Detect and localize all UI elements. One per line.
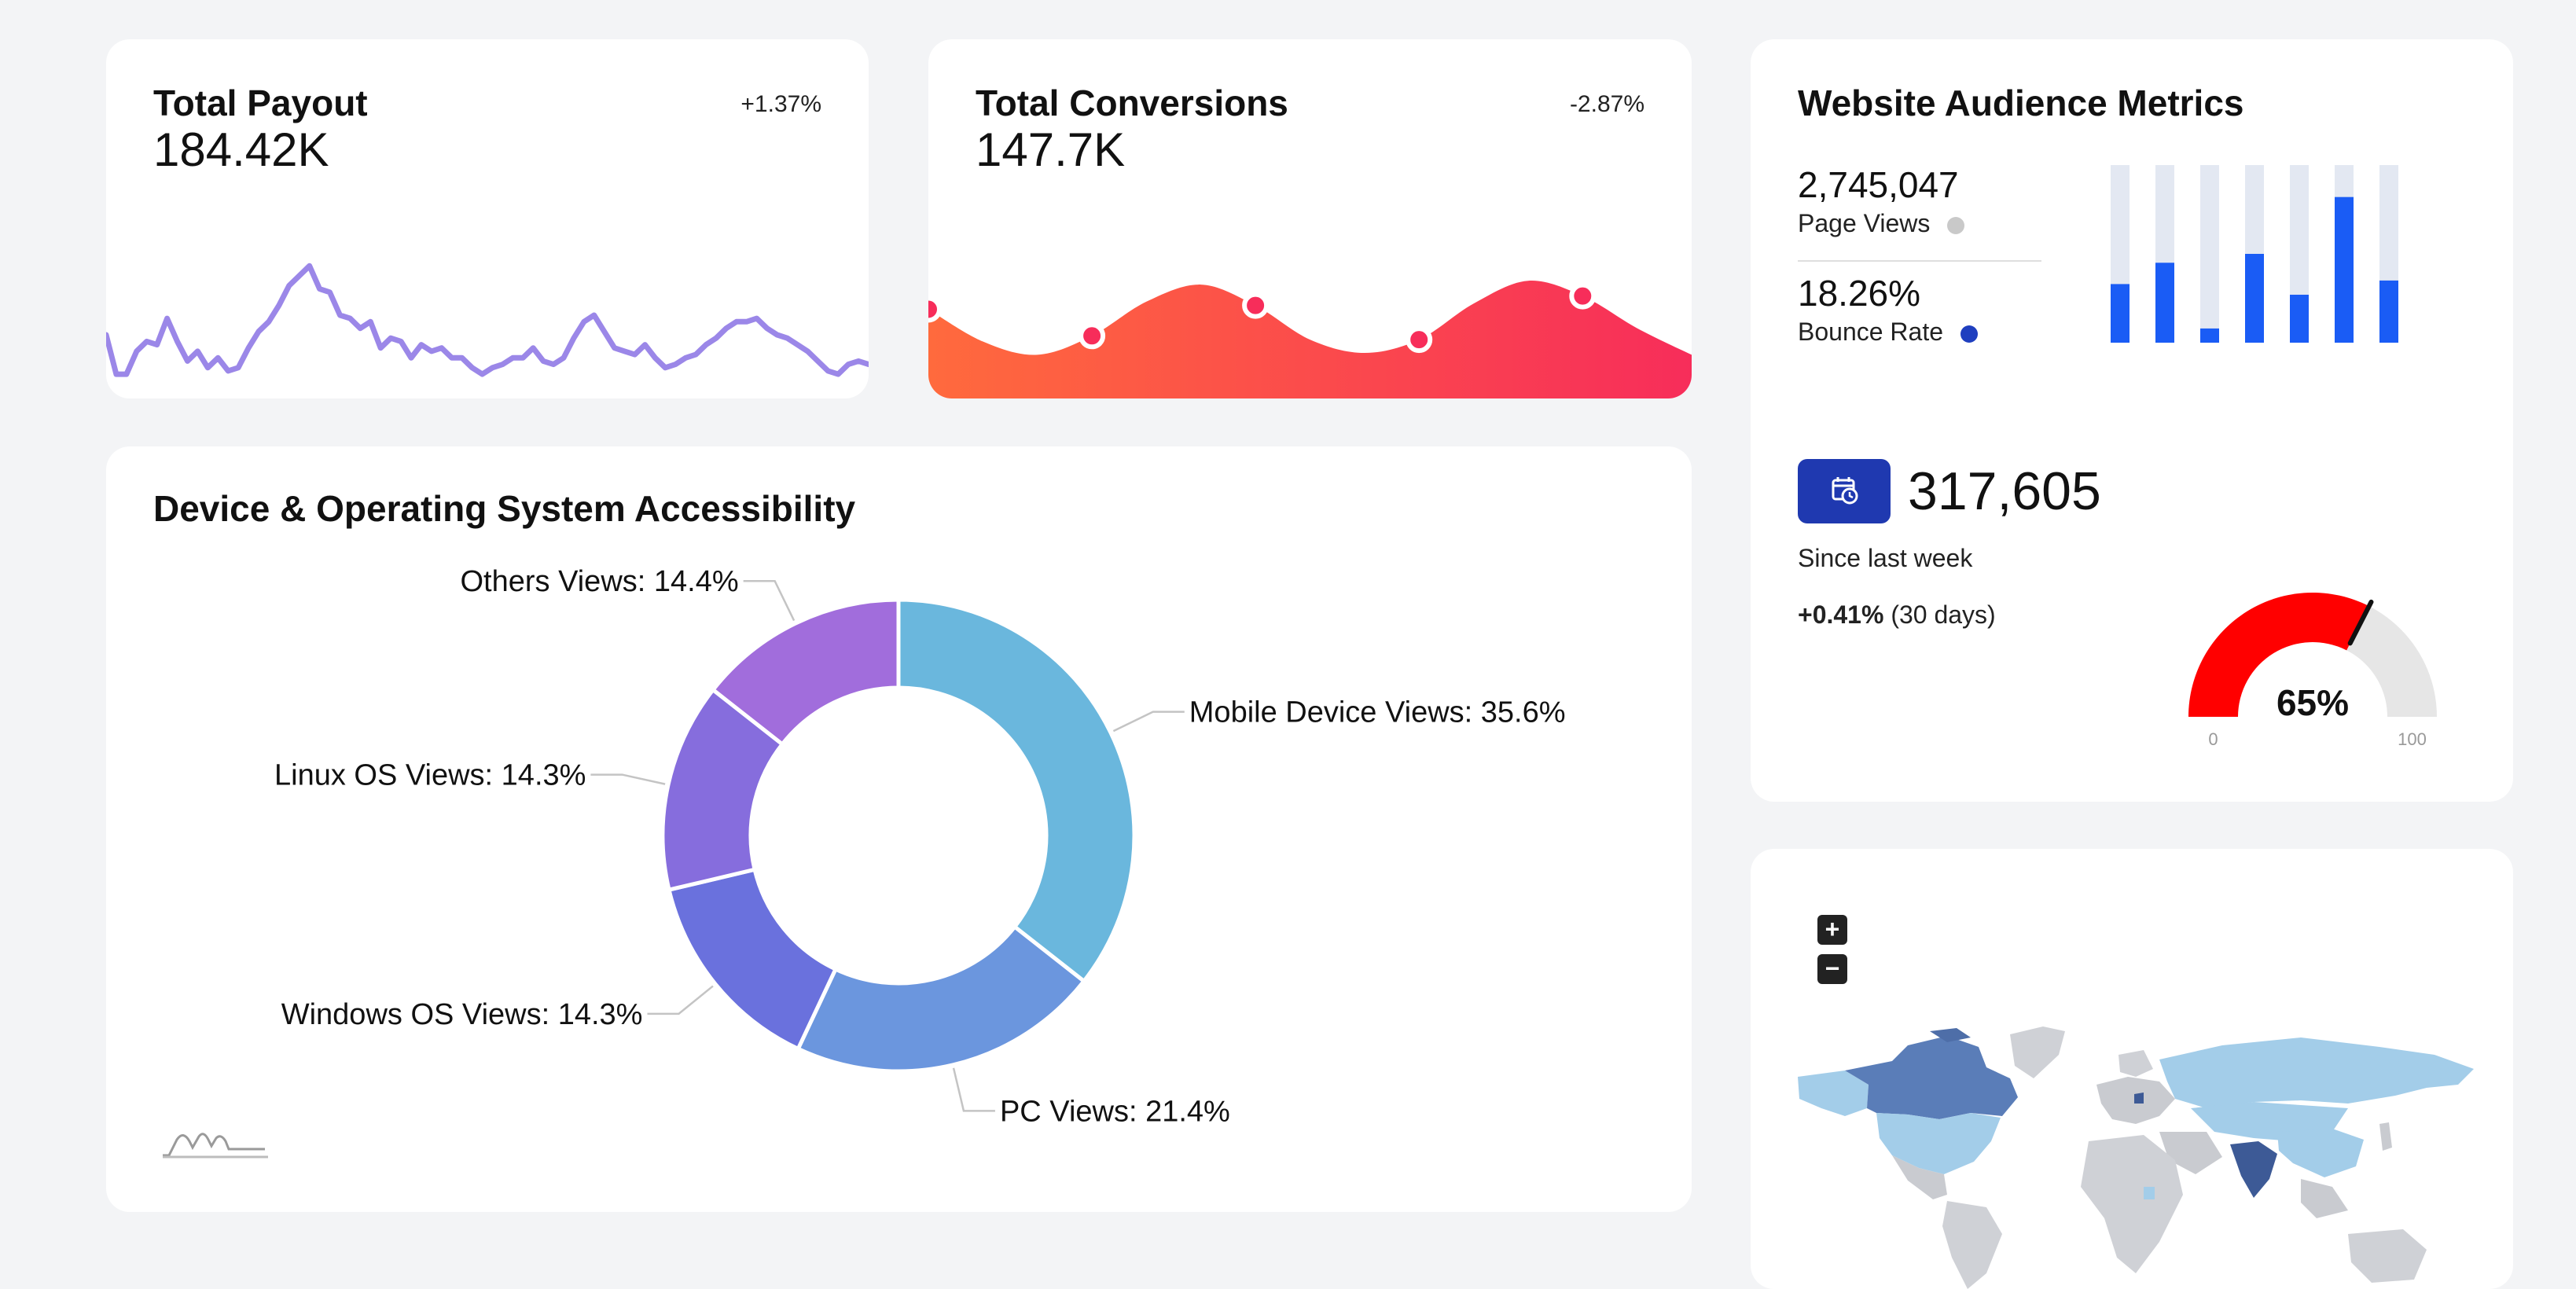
device-title: Device & Operating System Accessibility bbox=[153, 488, 856, 529]
change-row: +0.41% (30 days) bbox=[1798, 600, 1996, 630]
page-views-dot bbox=[1947, 216, 1965, 234]
change-period: (30 days) bbox=[1883, 600, 1996, 629]
donut-slice[interactable] bbox=[667, 867, 839, 1052]
bounce-rate-label: Bounce Rate bbox=[1798, 318, 1944, 346]
conversions-point-marker[interactable] bbox=[1406, 326, 1433, 354]
donut-slice[interactable] bbox=[896, 597, 1137, 984]
map-region-japan bbox=[2379, 1122, 2392, 1151]
world-map[interactable] bbox=[1751, 849, 2513, 1289]
conversions-area-chart bbox=[928, 281, 1692, 398]
payout-title: Total Payout bbox=[153, 83, 368, 123]
donut-leader-line bbox=[590, 773, 666, 785]
payout-value: 184.42K bbox=[153, 123, 329, 176]
zoom-in-button[interactable]: + bbox=[1817, 915, 1847, 945]
conversions-point-marker[interactable] bbox=[928, 296, 942, 323]
payout-line-series bbox=[106, 263, 869, 377]
donut-leader-line bbox=[952, 1067, 995, 1112]
map-region-central-america bbox=[1892, 1155, 1947, 1199]
calendar-clock-icon bbox=[1832, 477, 1858, 505]
donut-label: Others Views: 14.4% bbox=[460, 565, 738, 598]
donut-label: Linux OS Views: 14.3% bbox=[274, 759, 586, 792]
page-views-label-row: Page Views bbox=[1798, 209, 1965, 238]
donut-leader-line bbox=[1112, 711, 1185, 733]
conversions-point-marker[interactable] bbox=[1569, 282, 1597, 310]
donut-label: Windows OS Views: 14.3% bbox=[281, 998, 643, 1031]
bar-value[interactable] bbox=[2200, 328, 2219, 343]
donut-leader-line bbox=[743, 579, 796, 622]
audience-metrics-card: Website Audience Metrics 2,745,047 Page … bbox=[1751, 39, 2513, 802]
page-views-label: Page Views bbox=[1798, 209, 1931, 237]
gauge-chart: 65% 0 100 bbox=[2188, 593, 2437, 749]
total-conversions-card: Total Conversions 147.7K -2.87% bbox=[928, 39, 1692, 398]
bar-value[interactable] bbox=[2335, 196, 2354, 343]
map-region-southeast-asia bbox=[2301, 1179, 2348, 1218]
map-region-australia bbox=[2348, 1229, 2427, 1283]
since-last-week: Since last week bbox=[1798, 544, 1973, 572]
bar-value[interactable] bbox=[2111, 284, 2130, 343]
donut-label: Mobile Device Views: 35.6% bbox=[1189, 696, 1566, 729]
bar-value[interactable] bbox=[2379, 280, 2398, 343]
conversions-delta: -2.87% bbox=[1569, 91, 1644, 117]
weekly-total: 317,605 bbox=[1908, 461, 2101, 521]
audience-title: Website Audience Metrics bbox=[1798, 83, 2244, 123]
payout-sparkline bbox=[106, 263, 869, 377]
conversions-area-series bbox=[928, 281, 1692, 398]
zoom-out-button[interactable]: − bbox=[1817, 954, 1847, 984]
conversions-title: Total Conversions bbox=[976, 83, 1288, 123]
gauge-value: 65% bbox=[2277, 682, 2349, 723]
change-percent: +0.41% bbox=[1798, 600, 1884, 629]
donut-slice[interactable] bbox=[795, 924, 1087, 1074]
bar-value[interactable] bbox=[2155, 263, 2174, 343]
map-region-africa-east bbox=[2144, 1187, 2155, 1199]
bar-value[interactable] bbox=[2245, 254, 2264, 343]
map-region-arctic-islands bbox=[1930, 1028, 1971, 1042]
gauge-min: 0 bbox=[2208, 729, 2218, 749]
bounce-rate-value: 18.26% bbox=[1798, 273, 1921, 314]
world-map-card: + − bbox=[1751, 849, 2513, 1289]
map-region-poland bbox=[2134, 1093, 2144, 1104]
metrics-divider bbox=[1798, 260, 2041, 262]
map-region-canada bbox=[1845, 1036, 2018, 1119]
map-region-africa bbox=[2081, 1135, 2183, 1273]
conversions-point-marker[interactable] bbox=[1242, 292, 1270, 319]
device-os-card: Device & Operating System Accessibility … bbox=[106, 446, 1692, 1212]
bounce-rate-label-row: Bounce Rate bbox=[1798, 318, 1979, 347]
page-views-value: 2,745,047 bbox=[1798, 164, 1959, 205]
gauge-max: 100 bbox=[2398, 729, 2427, 749]
bar-value[interactable] bbox=[2290, 294, 2309, 343]
donut-slice[interactable] bbox=[710, 597, 901, 747]
map-region-russia bbox=[2159, 1037, 2474, 1108]
map-region-scandinavia bbox=[2118, 1050, 2153, 1077]
map-region-india bbox=[2230, 1141, 2277, 1198]
audience-bar-chart bbox=[2111, 165, 2398, 343]
total-payout-card: Total Payout 184.42K +1.37% bbox=[106, 39, 869, 398]
map-region-usa bbox=[1876, 1113, 2001, 1174]
calendar-button[interactable] bbox=[1798, 459, 1891, 523]
bar-track bbox=[2200, 165, 2219, 343]
map-region-china bbox=[2277, 1129, 2364, 1177]
map-region-greenland bbox=[2010, 1026, 2065, 1078]
bounce-rate-dot bbox=[1960, 325, 1979, 343]
map-region-south-america bbox=[1942, 1201, 2002, 1289]
donut-leader-line bbox=[647, 985, 714, 1015]
conversions-value: 147.7K bbox=[976, 123, 1126, 176]
map-region-alaska bbox=[1798, 1070, 1869, 1116]
payout-delta: +1.37% bbox=[740, 91, 821, 117]
donut-label: PC Views: 21.4% bbox=[1000, 1095, 1230, 1128]
conversions-point-marker[interactable] bbox=[1079, 322, 1106, 350]
logo-icon bbox=[163, 1133, 268, 1159]
map-region-middle-east bbox=[2159, 1132, 2222, 1174]
donut-chart[interactable]: Mobile Device Views: 35.6% PC Views: 21.4… bbox=[106, 446, 1692, 1212]
